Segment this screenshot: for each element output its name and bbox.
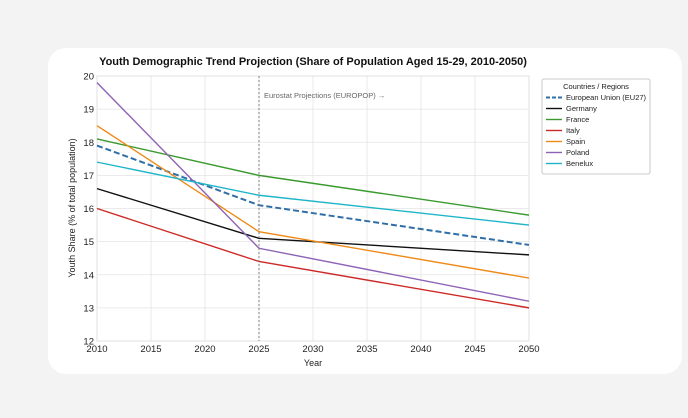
projection-annotation: Eurostat Projections (EUROPOP) → [258, 76, 385, 341]
y-tick-label: 16 [83, 204, 94, 215]
y-tick-label: 14 [83, 270, 94, 281]
x-tick-label: 2015 [140, 344, 161, 355]
series-line-benelux [96, 161, 530, 226]
legend-box [541, 78, 651, 175]
legend-entry-label: France [566, 115, 589, 124]
y-tick-label: 17 [83, 171, 94, 182]
legend-title: Countries / Regions [563, 82, 629, 91]
y-tick-label: 12 [83, 337, 94, 348]
legend-entry-label: Germany [566, 104, 597, 113]
legend-entry-label: Benelux [566, 159, 593, 168]
y-tick-label: 13 [83, 303, 94, 314]
x-tick-label: 2040 [410, 344, 431, 355]
projection-annotation-text: Eurostat Projections (EUROPOP) → [264, 91, 385, 100]
legend-entry-label: Poland [566, 148, 589, 157]
series-line-germany [96, 187, 530, 256]
y-tick-label: 15 [83, 237, 94, 248]
legend-entry-label: European Union (EU27) [566, 93, 647, 102]
series-line-france [96, 138, 530, 216]
chart-title: Youth Demographic Trend Projection (Shar… [99, 56, 527, 68]
x-tick-label: 2035 [356, 344, 377, 355]
x-tick-label: 2030 [302, 344, 323, 355]
x-tick-label: 2020 [194, 344, 215, 355]
y-axis-label: Youth Share (% of total population) [67, 138, 77, 277]
y-tick-label: 20 [83, 72, 94, 83]
legend-entry-label: Spain [566, 137, 585, 146]
legend: Countries / Regions European Union (EU27)… [541, 78, 651, 175]
y-tick-label: 19 [83, 105, 94, 116]
x-axis-label: Year [304, 358, 322, 368]
x-tick-label: 2050 [518, 344, 539, 355]
legend-entry-label: Italy [566, 126, 580, 135]
y-tick-label: 18 [83, 138, 94, 149]
grid [96, 75, 530, 342]
series-line-spain [96, 125, 530, 279]
axes: 2010 2015 2020 2025 2030 2035 2040 2045 20501213… [83, 72, 539, 356]
x-tick-label: 2010 [86, 344, 107, 355]
x-tick-label: 2045 [464, 344, 485, 355]
x-tick-label: 2025 [248, 344, 269, 355]
